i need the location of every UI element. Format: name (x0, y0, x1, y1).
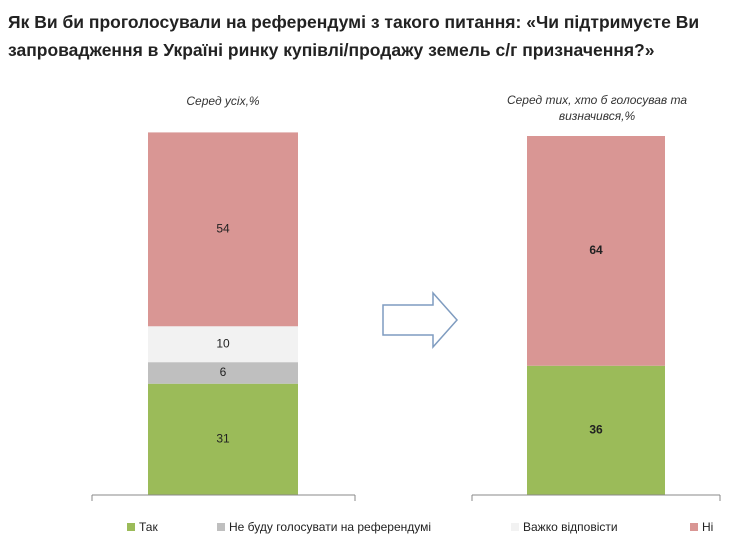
legend-label: Так (139, 520, 158, 534)
legend-marker (217, 523, 225, 531)
data-label: 36 (589, 423, 603, 437)
data-label: 64 (589, 243, 603, 257)
legend-label: Важко відповісти (523, 520, 618, 534)
legend-marker (127, 523, 135, 531)
subtitle: Серед усіх,% (186, 94, 260, 108)
bar-segment (527, 365, 665, 495)
data-label: 31 (216, 432, 230, 446)
bar-segment (148, 383, 298, 495)
subtitle: Серед тих, хто б голосував та визначився… (506, 93, 688, 123)
bar-segment (148, 132, 298, 327)
bar-segment (148, 362, 298, 384)
title: Як Ви би проголосували на референдумі з … (8, 12, 700, 60)
arrow (382, 291, 459, 349)
data-label: 54 (216, 222, 230, 236)
legend-marker (690, 523, 698, 531)
legend-marker (511, 523, 519, 531)
bar-segment (148, 326, 298, 363)
legend-label: Не буду голосувати на референдумі (229, 520, 431, 534)
data-label: 10 (216, 336, 230, 350)
legend-label: Ні (702, 520, 713, 534)
bar-segment (527, 136, 665, 366)
data-label: 6 (220, 365, 227, 379)
